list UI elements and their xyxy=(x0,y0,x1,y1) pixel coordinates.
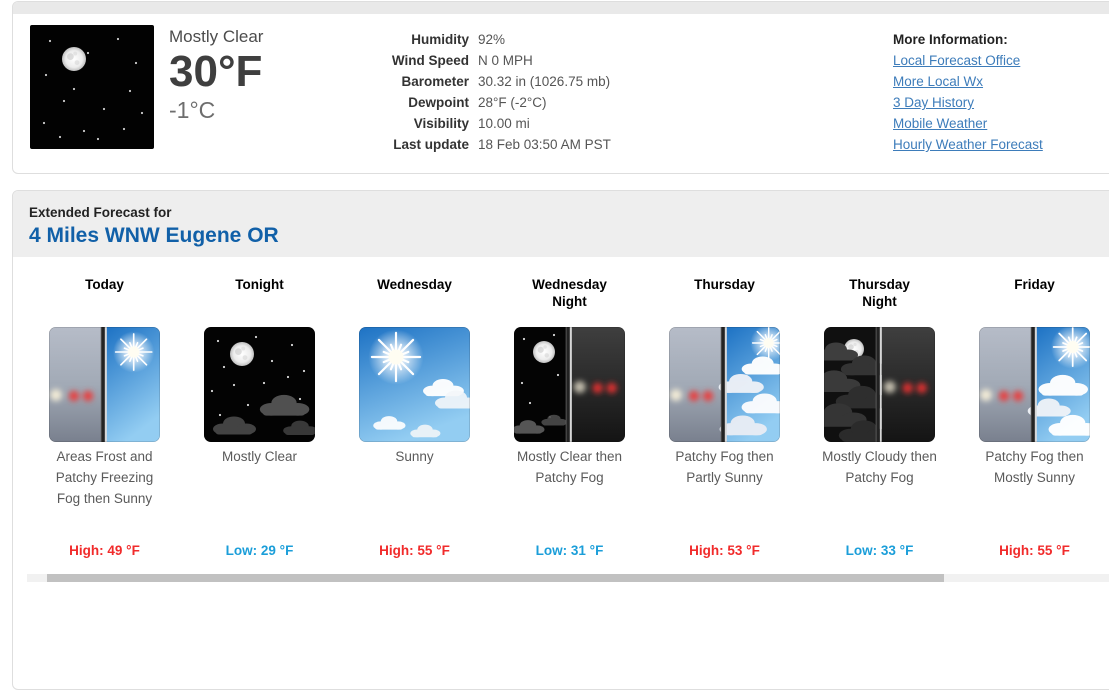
detail-label: Dewpoint xyxy=(408,95,469,110)
extended-forecast-panel: Extended Forecast for 4 Miles WNW Eugene… xyxy=(12,190,1109,690)
forecast-location-title: 4 Miles WNW Eugene OR xyxy=(29,224,279,247)
forecast-period-card: Today Areas Frost and Patchy Freezing Fo… xyxy=(27,273,182,585)
forecast-period-card: Wednesday Sunny High: 55 °F xyxy=(337,273,492,585)
detail-label: Wind Speed xyxy=(391,53,469,68)
detail-row: Wind Speed N 0 MPH xyxy=(365,50,611,71)
period-temperature: Low: 33 °F xyxy=(845,543,914,558)
period-temperature: High: 49 °F xyxy=(69,543,140,558)
horizontal-scrollbar-thumb[interactable] xyxy=(47,574,944,582)
current-details-table: Humidity 92% Wind Speed N 0 MPH Baromete… xyxy=(365,29,611,155)
current-temp-c: -1°C xyxy=(169,97,216,123)
period-name: Thursday Night xyxy=(849,277,910,309)
extended-forecast-heading: Extended Forecast for xyxy=(29,205,172,220)
period-name: Tonight xyxy=(235,277,284,292)
detail-row: Last update 18 Feb 03:50 AM PST xyxy=(365,134,611,155)
period-description: Patchy Fog then Mostly Sunny xyxy=(985,449,1084,485)
detail-row: Barometer 30.32 in (1026.75 mb) xyxy=(365,71,611,92)
detail-row: Humidity 92% xyxy=(365,29,611,50)
weather-icon[interactable] xyxy=(359,327,470,442)
detail-value: 18 Feb 03:50 AM PST xyxy=(478,137,611,152)
more-information-box: More Information: Local Forecast Office … xyxy=(893,29,1043,155)
weather-icon[interactable] xyxy=(514,327,625,442)
weather-icon[interactable] xyxy=(979,327,1090,442)
period-temperature: High: 53 °F xyxy=(689,543,760,558)
current-summary: Mostly Clear 30°F -1°C xyxy=(169,27,263,123)
detail-value: 30.32 in (1026.75 mb) xyxy=(478,74,611,89)
detail-value: 92% xyxy=(478,32,506,47)
detail-label: Barometer xyxy=(401,74,469,89)
current-condition-text: Mostly Clear xyxy=(169,27,264,46)
seven-day-forecast-strip: Today Areas Frost and Patchy Freezing Fo… xyxy=(27,273,1109,585)
more-information-link[interactable]: More Local Wx xyxy=(893,74,984,89)
forecast-period-card: Friday Patchy Fog then Mostly Sunny High… xyxy=(957,273,1109,585)
forecast-period-card: Tonight Mostly Clear Low: 29 °F xyxy=(182,273,337,585)
horizontal-scrollbar-track[interactable] xyxy=(27,574,1109,582)
more-information-links: Local Forecast Office More Local Wx 3 Da… xyxy=(893,50,1043,155)
weather-icon[interactable] xyxy=(49,327,160,442)
detail-label: Visibility xyxy=(413,116,469,131)
current-conditions-image xyxy=(30,25,154,149)
period-name: Friday xyxy=(1014,277,1055,292)
detail-value: 10.00 mi xyxy=(478,116,530,131)
current-conditions-panel: Mostly Clear 30°F -1°C Humidity 92% Wind… xyxy=(12,1,1109,174)
weather-icon[interactable] xyxy=(824,327,935,442)
period-description: Mostly Clear xyxy=(221,449,297,464)
more-information-link[interactable]: Hourly Weather Forecast xyxy=(893,137,1043,152)
current-temp-f: 30°F xyxy=(169,47,263,96)
period-description: Areas Frost and Patchy Freezing Fog then… xyxy=(55,449,154,506)
period-temperature: High: 55 °F xyxy=(379,543,450,558)
more-information-link[interactable]: 3 Day History xyxy=(893,95,975,110)
forecast-period-card: Wednesday Night Mostly Clear then Patchy… xyxy=(492,273,647,585)
extended-forecast-header: Extended Forecast for 4 Miles WNW Eugene… xyxy=(13,191,1109,257)
period-temperature: Low: 31 °F xyxy=(535,543,604,558)
period-name: Wednesday xyxy=(377,277,452,292)
more-information-link[interactable]: Mobile Weather xyxy=(893,116,988,131)
detail-row: Dewpoint 28°F (-2°C) xyxy=(365,92,611,113)
period-temperature: Low: 29 °F xyxy=(225,543,294,558)
detail-label: Humidity xyxy=(411,32,469,47)
period-name: Today xyxy=(85,277,124,292)
detail-value: N 0 MPH xyxy=(478,53,533,68)
panel-header-bar xyxy=(13,2,1109,14)
more-information-title: More Information: xyxy=(893,32,1008,47)
detail-row: Visibility 10.00 mi xyxy=(365,113,611,134)
more-information-link[interactable]: Local Forecast Office xyxy=(893,53,1021,68)
period-description: Sunny xyxy=(395,449,434,464)
weather-icon[interactable] xyxy=(669,327,780,442)
period-temperature: High: 55 °F xyxy=(999,543,1070,558)
forecast-period-card: Thursday Night Mostly Cloudy then Patchy… xyxy=(802,273,957,585)
weather-icon[interactable] xyxy=(204,327,315,442)
period-description: Patchy Fog then Partly Sunny xyxy=(675,449,774,485)
period-description: Mostly Clear then Patchy Fog xyxy=(516,449,623,485)
period-name: Thursday xyxy=(694,277,755,292)
period-name: Wednesday Night xyxy=(532,277,607,309)
period-description: Mostly Cloudy then Patchy Fog xyxy=(822,449,937,485)
detail-value: 28°F (-2°C) xyxy=(478,95,547,110)
detail-label: Last update xyxy=(393,137,469,152)
forecast-period-card: Thursday Patchy Fog then Partly Sunny Hi… xyxy=(647,273,802,585)
